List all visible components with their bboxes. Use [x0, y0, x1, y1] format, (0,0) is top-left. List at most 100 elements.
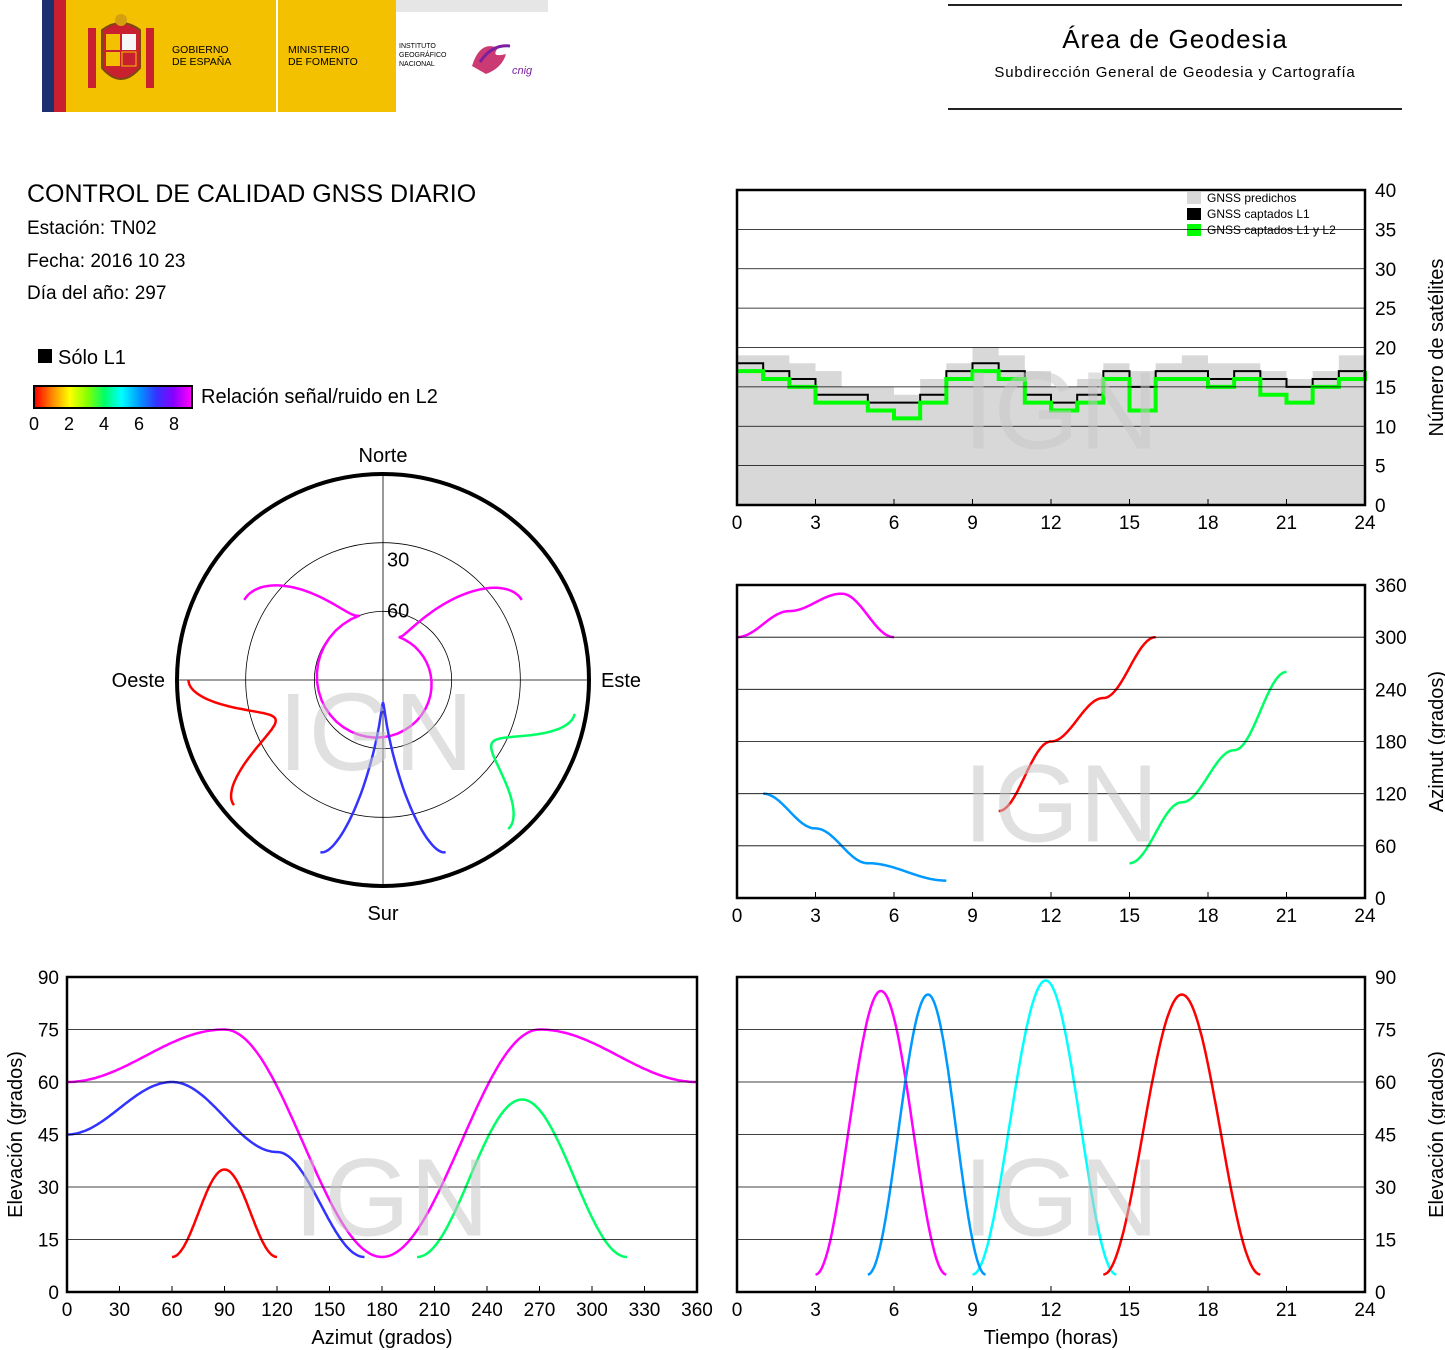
series-curve — [1103, 993, 1261, 1276]
snr-tick-6: 6 — [134, 414, 145, 434]
y-tick-label: 60 — [38, 1073, 59, 1094]
plot-frame — [735, 188, 1367, 507]
series-curve — [416, 1098, 628, 1259]
x-tick-label: 15 — [1119, 906, 1140, 927]
legend-swatch — [1187, 208, 1201, 220]
x-tick-label: 21 — [1276, 906, 1297, 927]
x-tick-label: 0 — [732, 513, 743, 534]
snr-tick-0: 0 — [29, 414, 40, 434]
x-tick-label: 21 — [1276, 1300, 1297, 1321]
cnig-logo-icon: cnig — [466, 36, 538, 82]
y-axis-label: Azimut (grados) — [1426, 671, 1445, 812]
x-tick-label: 330 — [629, 1300, 661, 1321]
x-tick-label: 12 — [1040, 906, 1061, 927]
doy-label: Día del año: 297 — [27, 283, 167, 304]
ministerio-logo — [278, 0, 396, 112]
sky-track — [489, 713, 576, 830]
plot-frame — [735, 975, 1367, 1294]
sky-track — [187, 679, 277, 806]
page-title: CONTROL DE CALIDAD GNSS DIARIO — [27, 180, 477, 208]
skyplot-chart: IGN Norte Sur Este Oeste 30 60 — [112, 445, 641, 925]
cnig-text: cnig — [512, 65, 533, 77]
series-curve — [815, 989, 947, 1276]
plot-frame — [65, 975, 699, 1294]
x-tick-label: 15 — [1119, 513, 1140, 534]
x-tick-label: 30 — [109, 1300, 130, 1321]
y-tick-label: 0 — [1375, 889, 1386, 910]
snr-tick-8: 8 — [169, 414, 180, 434]
y-tick-label: 30 — [38, 1178, 59, 1199]
y-tick-label: 180 — [1375, 733, 1407, 754]
series-curve — [972, 979, 1117, 1276]
date-label: Fecha: 2016 10 23 — [27, 251, 186, 272]
x-tick-label: 3 — [810, 1300, 821, 1321]
watermark: IGN — [963, 1136, 1159, 1259]
series-curve — [1129, 670, 1287, 865]
plot-frame — [735, 583, 1367, 900]
x-tick-label: 300 — [576, 1300, 608, 1321]
x-tick-label: 180 — [366, 1300, 398, 1321]
station-label: Estación: TN02 — [27, 218, 157, 239]
x-tick-label: 12 — [1040, 513, 1061, 534]
x-tick-label: 15 — [1119, 1300, 1140, 1321]
y-axis-label: Elevación (grados) — [5, 1051, 27, 1218]
y-tick-label: 300 — [1375, 628, 1407, 649]
area-title: Área de Geodesia — [1062, 24, 1288, 54]
satellite-count-chart: GNSS predichos GNSS captados L1 GNSS capta… — [732, 181, 1445, 534]
series-curve — [736, 592, 895, 639]
y-axis-label: Elevación (grados) — [1426, 1051, 1445, 1218]
y-tick-label: 30 — [1375, 260, 1396, 281]
sky-track — [243, 584, 523, 739]
x-tick-label: 0 — [732, 1300, 743, 1321]
legend-entry: GNSS captados L1 — [1207, 207, 1310, 221]
y-tick-label: 15 — [1375, 1231, 1396, 1252]
y-tick-label: 75 — [38, 1021, 59, 1042]
ring-label-60: 60 — [387, 600, 409, 622]
east-label: Este — [601, 670, 641, 692]
y-tick-label: 25 — [1375, 299, 1396, 320]
x-tick-label: 270 — [524, 1300, 556, 1321]
x-tick-label: 18 — [1197, 906, 1218, 927]
snr-colorbar-label: Relación señal/ruido en L2 — [201, 386, 438, 408]
x-tick-label: 210 — [419, 1300, 451, 1321]
x-tick-label: 120 — [261, 1300, 293, 1321]
series-curve — [998, 635, 1156, 813]
x-tick-label: 9 — [967, 1300, 978, 1321]
west-label: Oeste — [112, 670, 165, 692]
x-tick-label: 3 — [810, 906, 821, 927]
y-tick-label: 360 — [1375, 576, 1407, 597]
snr-colorbar — [33, 385, 193, 409]
x-tick-label: 0 — [732, 906, 743, 927]
y-tick-label: 240 — [1375, 680, 1407, 701]
azimuth-time-chart: 0 60 120 180 240 300 360 0 3 6 9 12 15 18 21 24 IGN Azimu… — [732, 576, 1445, 927]
x-tick-label: 24 — [1354, 906, 1376, 927]
y-tick-label: 20 — [1375, 339, 1396, 360]
x-axis-label: Tiempo (horas) — [984, 1327, 1119, 1349]
sky-track — [320, 701, 446, 854]
x-tick-label: 90 — [214, 1300, 235, 1321]
y-tick-label: 60 — [1375, 837, 1396, 858]
y-tick-label: 45 — [1375, 1126, 1396, 1147]
x-tick-label: 24 — [1354, 513, 1376, 534]
x-tick-label: 9 — [967, 906, 978, 927]
x-tick-label: 240 — [471, 1300, 503, 1321]
elevation-azimuth-chart: 0 15 30 45 60 75 90 0 30 60 90 120 150 180 210 240 270 30… — [5, 968, 713, 1349]
flag-red-strip — [54, 0, 66, 112]
y-tick-label: 30 — [1375, 1178, 1396, 1199]
x-tick-label: 12 — [1040, 1300, 1061, 1321]
y-tick-label: 90 — [38, 968, 59, 989]
y-tick-label: 0 — [1375, 496, 1386, 517]
x-tick-label: 0 — [62, 1300, 73, 1321]
legend-entry: GNSS captados L1 y L2 — [1207, 223, 1336, 237]
y-tick-label: 120 — [1375, 785, 1407, 806]
legend-entry: GNSS predichos — [1207, 191, 1296, 205]
l1-series-line — [737, 362, 1366, 404]
x-tick-label: 9 — [967, 513, 978, 534]
x-tick-label: 21 — [1276, 513, 1297, 534]
x-tick-label: 6 — [889, 906, 900, 927]
y-axis-label: Número de satélites — [1426, 259, 1445, 437]
l1-only-swatch — [38, 349, 52, 363]
area-subtitle: Subdirección General de Geodesia y Carto… — [994, 64, 1356, 81]
y-tick-label: 15 — [1375, 378, 1396, 399]
south-label: Sur — [367, 903, 398, 925]
